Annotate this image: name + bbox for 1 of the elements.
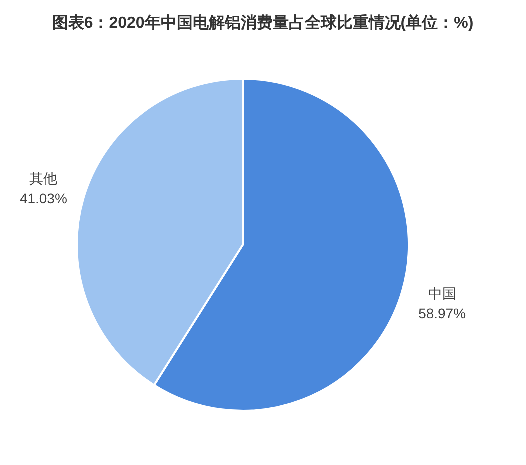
chart-title: 图表6：2020年中国电解铝消费量占全球比重情况(单位：%): [52, 14, 474, 32]
